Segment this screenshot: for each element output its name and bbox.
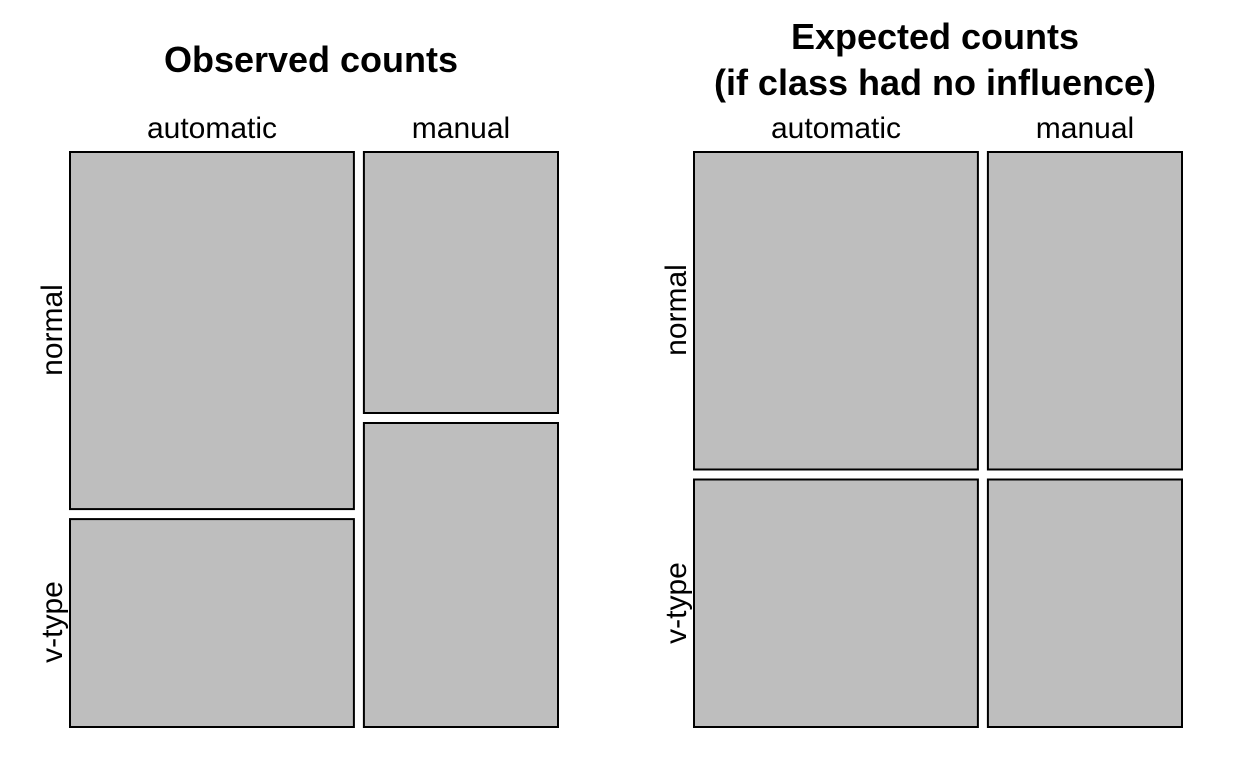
- observed-tile-manual-v-type: [362, 422, 559, 728]
- expected-tiles: [693, 151, 1184, 728]
- observed-row-label-v-type: v-type: [36, 581, 69, 663]
- expected-mosaic-panel: Expected counts (if class had no influen…: [660, 16, 1184, 728]
- expected-col-label-manual: manual: [1036, 112, 1134, 145]
- observed-col-label-automatic: automatic: [147, 112, 277, 145]
- observed-row-label-normal: normal: [36, 284, 69, 376]
- observed-title: Observed counts: [164, 39, 458, 80]
- observed-mosaic-panel: Observed counts automatic manual normal …: [36, 39, 559, 728]
- expected-tile-manual-v-type: [986, 478, 1184, 728]
- expected-tile-automatic-v-type: [693, 478, 979, 728]
- expected-title-line-2: (if class had no influence): [714, 62, 1156, 103]
- observed-col-label-manual: manual: [412, 112, 510, 145]
- expected-row-label-v-type: v-type: [660, 562, 693, 644]
- expected-tile-manual-normal: [986, 151, 1184, 471]
- expected-title-line-1: Expected counts: [791, 16, 1079, 57]
- observed-tile-automatic-normal: [69, 151, 355, 511]
- expected-tile-automatic-normal: [693, 151, 979, 471]
- observed-tile-manual-normal: [362, 151, 559, 414]
- expected-row-label-normal: normal: [660, 264, 693, 356]
- expected-col-label-automatic: automatic: [771, 112, 901, 145]
- observed-tiles: [69, 151, 559, 728]
- observed-tile-automatic-v-type: [69, 518, 355, 728]
